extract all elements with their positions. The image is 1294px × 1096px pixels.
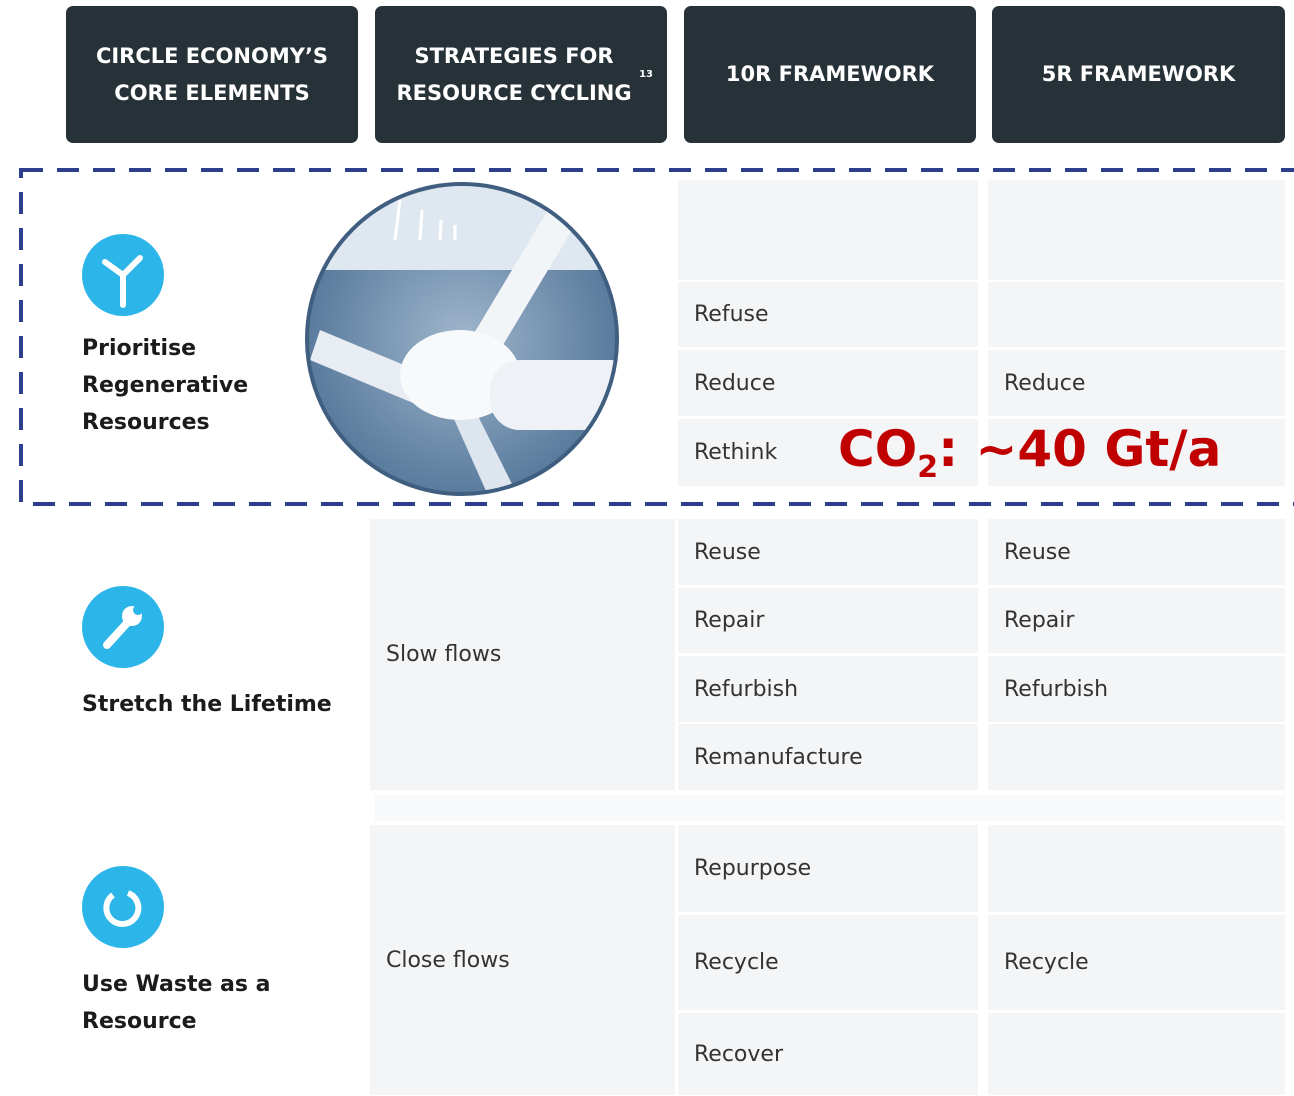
element-label: Use Waste as a Resource <box>82 966 352 1040</box>
element-label: Prioritise Regenerative Resources <box>82 330 352 441</box>
framework-cell <box>678 180 978 280</box>
framework-cell: Reuse <box>678 519 978 585</box>
framework-cell: Repurpose <box>678 825 978 912</box>
spacer <box>375 795 1285 821</box>
strategy-cell: Slow flows <box>370 519 675 790</box>
annotation: CO2: ~40 Gt/a <box>838 420 1221 485</box>
framework-cell: Repair <box>678 588 978 653</box>
framework-cell <box>988 180 1285 280</box>
header-cell: 5R FRAMEWORK <box>992 6 1285 143</box>
framework-cell <box>988 724 1285 790</box>
header-cell: CIRCLE ECONOMY’S CORE ELEMENTS <box>66 6 358 143</box>
framework-cell <box>988 825 1285 912</box>
framework-cell: Reuse <box>988 519 1285 585</box>
framework-cell <box>988 282 1285 347</box>
framework-cell <box>988 1013 1285 1095</box>
framework-cell: Refurbish <box>988 656 1285 722</box>
strategy-cell: Close flows <box>370 825 675 1095</box>
framework-cell: Repair <box>988 588 1285 653</box>
footnote-ref: 13 <box>639 56 653 93</box>
framework-cell: Recycle <box>988 915 1285 1010</box>
page: CIRCLE ECONOMY’S CORE ELEMENTS STRATEGIES… <box>0 0 1294 1096</box>
header-text: STRATEGIES FOR RESOURCE CYCLING <box>389 38 639 112</box>
framework-cell: Remanufacture <box>678 724 978 790</box>
framework-cell: Refuse <box>678 282 978 347</box>
header-text: CIRCLE ECONOMY’S CORE ELEMENTS <box>80 38 344 112</box>
framework-cell: Recycle <box>678 915 978 1010</box>
framework-cell: Refurbish <box>678 656 978 722</box>
header-cell: 10R FRAMEWORK <box>684 6 976 143</box>
header-text: 5R FRAMEWORK <box>1042 56 1236 93</box>
header-text: 10R FRAMEWORK <box>726 56 934 93</box>
framework-cell: Recover <box>678 1013 978 1095</box>
framework-cell: Reduce <box>988 350 1285 416</box>
framework-cell: Reduce <box>678 350 978 416</box>
element-label: Stretch the Lifetime <box>82 686 352 723</box>
